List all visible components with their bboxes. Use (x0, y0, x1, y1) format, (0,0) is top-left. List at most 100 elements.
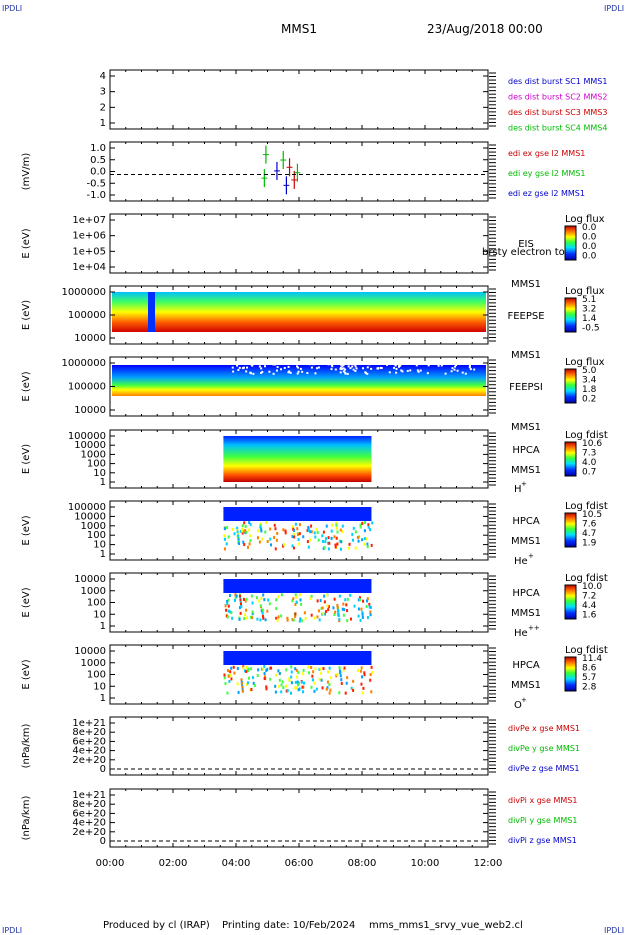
spectrogram-speckle (368, 602, 371, 606)
spectrogram-speckle (315, 527, 318, 531)
spectrogram-speckle (275, 369, 278, 372)
spectrogram-speckle (310, 594, 313, 598)
spectrogram-speckle (326, 593, 329, 597)
colorbar-title: Log flux (565, 214, 605, 225)
spectrogram-speckle (275, 598, 278, 602)
spectrogram-speckle (245, 530, 248, 534)
spectrogram-speckle (239, 598, 242, 602)
spectrogram-speckle (328, 691, 331, 695)
spectrogram-speckle (357, 607, 360, 611)
spectrogram-speckle (225, 542, 228, 546)
species-label: He (514, 628, 528, 639)
y-axis-label: E (eV) (21, 444, 32, 474)
spectrogram-speckle (245, 665, 248, 669)
y-axis-label: E (eV) (21, 515, 32, 545)
spectrogram-speckle (227, 669, 230, 673)
spectrogram-speckle (409, 369, 412, 372)
y-tick-label: 1000 (81, 449, 106, 460)
spectrogram-speckle (240, 604, 243, 608)
spectrogram-speckle (291, 618, 294, 622)
spectrogram-speckle (296, 532, 299, 536)
spectrogram-speckle (224, 682, 227, 686)
colorbar-tick-label: 1.9 (582, 539, 597, 549)
spectrogram-speckle (357, 598, 360, 602)
spectrogram-speckle (357, 668, 360, 672)
spectrogram-speckle (345, 603, 348, 607)
spectrogram-speckle (357, 539, 360, 543)
footer-produced-by: Produced by cl (IRAP) (103, 920, 210, 931)
spectrogram-speckle (281, 680, 284, 684)
spectrogram-speckle (354, 370, 357, 373)
spectrogram-speckle (271, 363, 274, 366)
y-tick-label: 10000 (74, 440, 106, 451)
legend-entry: divPe y gse MMS1 (508, 744, 580, 753)
spectrogram-speckle (367, 523, 370, 527)
spectrogram-speckle (356, 535, 359, 539)
spectrogram-speckle (236, 667, 239, 671)
spectrogram-speckle (237, 538, 240, 542)
species-charge: ++ (528, 624, 540, 632)
spectrogram-speckle (338, 539, 341, 543)
spectrogram-speckle (231, 616, 234, 620)
spectrogram-speckle (347, 365, 350, 368)
spectrogram-speckle (236, 682, 239, 686)
spectrogram-speckle (336, 530, 339, 534)
spectrogram-speckle (455, 364, 458, 367)
spectrogram-speckle (241, 531, 244, 535)
spectrogram-speckle (231, 366, 234, 369)
spectrogram-speckle (361, 691, 364, 695)
spectrogram-speckle (327, 536, 330, 540)
instrument-label: HPCA (512, 660, 540, 671)
spectrogram-speckle (310, 530, 313, 534)
spectrogram-speckle (291, 599, 294, 603)
y-tick-label: 0.5 (90, 155, 106, 166)
spectrogram-speckle (301, 370, 304, 373)
spectrogram-speckle (264, 618, 267, 622)
spectrogram-speckle (322, 530, 325, 534)
spectrogram-speckle (348, 542, 351, 546)
spectrogram-speckle (322, 612, 325, 616)
spectrogram-speckle (346, 372, 349, 375)
spectrogram-speckle (309, 538, 312, 542)
y-tick-label: 100 (87, 459, 106, 470)
colorbar-tick-label: 3.2 (582, 305, 596, 315)
spectrogram-speckle (360, 669, 363, 673)
legend-entry: des dist burst SC1 MMS1 (508, 77, 607, 86)
colorbar-tick-label: 7.2 (582, 592, 596, 602)
spectrogram-speckle (227, 535, 230, 539)
spectrogram-speckle (278, 672, 281, 676)
y-tick-label: 100 (87, 670, 106, 681)
spectrogram-speckle (276, 366, 279, 369)
spectrogram-speckle (337, 613, 340, 617)
spectrogram-speckle (251, 610, 254, 614)
y-tick-label: 3 (100, 87, 106, 98)
spectrogram-speckle (419, 369, 422, 372)
spectrogram-speckle (266, 609, 269, 613)
spectrogram-speckle (246, 681, 249, 685)
spectrogram-speckle (469, 368, 472, 371)
spectrogram-speckle (264, 530, 267, 534)
x-tick-label: 08:00 (348, 858, 377, 869)
spectrogram-speckle (295, 668, 298, 672)
spectrogram-speckle (267, 598, 270, 602)
spectrogram-speckle (386, 363, 389, 366)
instrument-label: FEEPSI (509, 382, 543, 393)
spectrogram-speckle (239, 602, 242, 606)
colorbar-tick-label: 5.1 (582, 295, 596, 305)
spectrogram-speckle (312, 363, 315, 366)
colorbar-tick-label: 11.4 (582, 654, 602, 664)
spectrogram-speckle (342, 370, 345, 373)
spectrogram-speckle (246, 683, 249, 687)
spectrogram-speckle (240, 678, 243, 682)
spectrogram-speckle (256, 536, 259, 540)
spectrogram-speckle (241, 685, 244, 689)
panel-frame-2 (109, 141, 489, 202)
spectrogram-speckle (308, 671, 311, 675)
y-tick-label: 1e+04 (72, 262, 106, 273)
spectrogram-speckle (245, 608, 248, 612)
spectrogram-speckle (416, 369, 419, 372)
spectrogram-speckle (307, 528, 310, 532)
spectrogram-speckle (303, 681, 306, 685)
spectrogram-speckle (262, 614, 265, 618)
spectrogram-speckle (223, 673, 226, 677)
